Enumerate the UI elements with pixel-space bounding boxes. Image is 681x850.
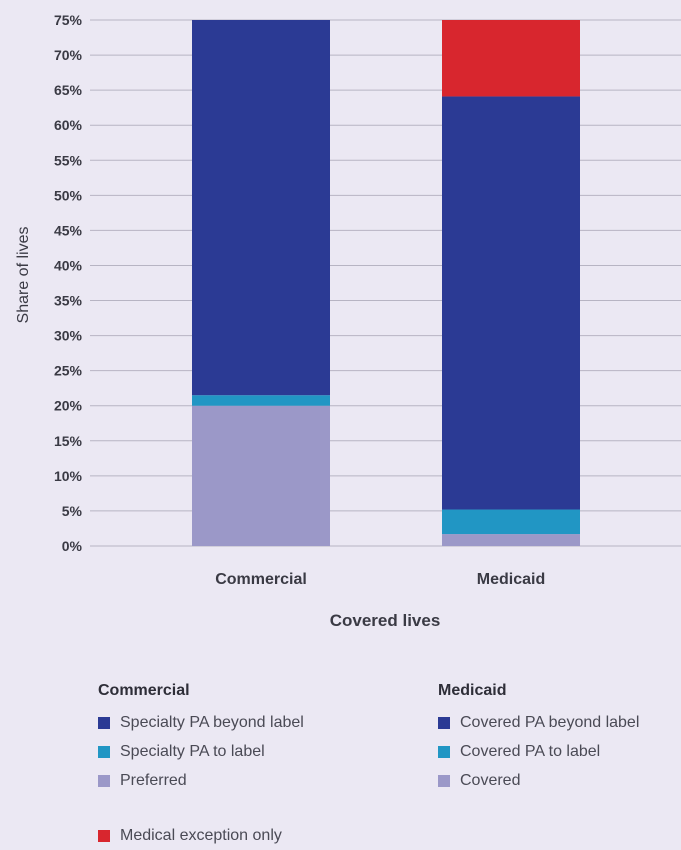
legend-label: Covered <box>460 771 521 789</box>
bar-segment-commercial-specialty-pa-to-label <box>192 395 330 406</box>
y-tick-label: 65% <box>54 82 83 98</box>
bar-segment-medicaid-covered-pa-to-label <box>442 509 580 535</box>
legend-swatch <box>438 774 450 787</box>
y-tick-label: 60% <box>54 117 83 133</box>
legend-swatch <box>98 829 110 842</box>
y-tick-label: 75% <box>54 12 83 28</box>
legend-item: Specialty PA to label <box>98 737 304 766</box>
legend-swatch <box>438 716 450 729</box>
y-tick-label: 10% <box>54 468 83 484</box>
legend-item: Medical exception only <box>98 821 282 850</box>
y-tick-label: 20% <box>54 398 83 414</box>
legend-label: Specialty PA to label <box>120 742 265 760</box>
legend-commercial-title: Commercial <box>98 682 190 699</box>
y-tick-label: 40% <box>54 257 83 273</box>
legend-swatch <box>98 716 110 729</box>
legend-label: Covered PA beyond label <box>460 713 640 731</box>
category-label-medicaid: Medicaid <box>477 571 545 588</box>
stacked-bar-chart: 0% 5% 10% 15% 20% 25% 30% 35% 40% 45% 50% 55% 60% 65%… <box>15 12 681 630</box>
y-tick-label: 30% <box>54 328 83 344</box>
legend-item: Covered PA beyond label <box>438 708 639 737</box>
y-tick-label: 45% <box>54 222 83 238</box>
legend-swatch <box>98 745 110 758</box>
y-tick-label: 50% <box>54 187 83 203</box>
y-tick-label: 15% <box>54 433 83 449</box>
y-tick-label: 70% <box>54 47 83 63</box>
category-labels: Commercial Medicaid <box>215 571 545 588</box>
legend-swatch <box>98 774 110 787</box>
legend-label: Medical exception only <box>120 826 282 844</box>
legend-swatch <box>438 745 450 758</box>
legend-item: Covered <box>438 766 639 795</box>
legend-item: Preferred <box>98 766 304 795</box>
legend-label: Covered PA to label <box>460 742 601 760</box>
y-tick-label: 55% <box>54 152 83 168</box>
bar-segment-medicaid-covered <box>442 534 580 546</box>
legend-medicaid-title: Medicaid <box>438 682 507 699</box>
category-label-commercial: Commercial <box>215 571 307 588</box>
legend-commercial: Commercial Specialty PA beyond label Spec… <box>98 680 304 795</box>
y-axis-title: Share of lives <box>15 227 32 324</box>
x-axis-title: Covered lives <box>330 611 441 630</box>
y-tick-label: 0% <box>62 538 83 554</box>
gridlines <box>90 19 681 547</box>
bar-segment-medicaid-covered-pa-beyond-label <box>442 96 580 510</box>
y-tick-label: 25% <box>54 363 83 379</box>
y-tick-labels: 0% 5% 10% 15% 20% 25% 30% 35% 40% 45% 50% 55% 60% 65%… <box>54 12 83 554</box>
bar-segment-medicaid-medical-exception-only <box>442 20 580 97</box>
y-tick-label: 35% <box>54 293 83 309</box>
legend-item: Specialty PA beyond label <box>98 708 304 737</box>
legend-medicaid: Medicaid Covered PA beyond label Covered … <box>438 680 639 795</box>
bar-segment-commercial-specialty-pa-beyond-label <box>192 20 330 396</box>
legend-other: Medical exception only <box>98 821 282 850</box>
bar-segment-commercial-preferred <box>192 405 330 546</box>
legend-label: Specialty PA beyond label <box>120 713 304 731</box>
legend-item: Covered PA to label <box>438 737 639 766</box>
bar-segments <box>192 20 580 546</box>
legend-label: Preferred <box>120 771 187 789</box>
y-tick-label: 5% <box>62 503 83 519</box>
